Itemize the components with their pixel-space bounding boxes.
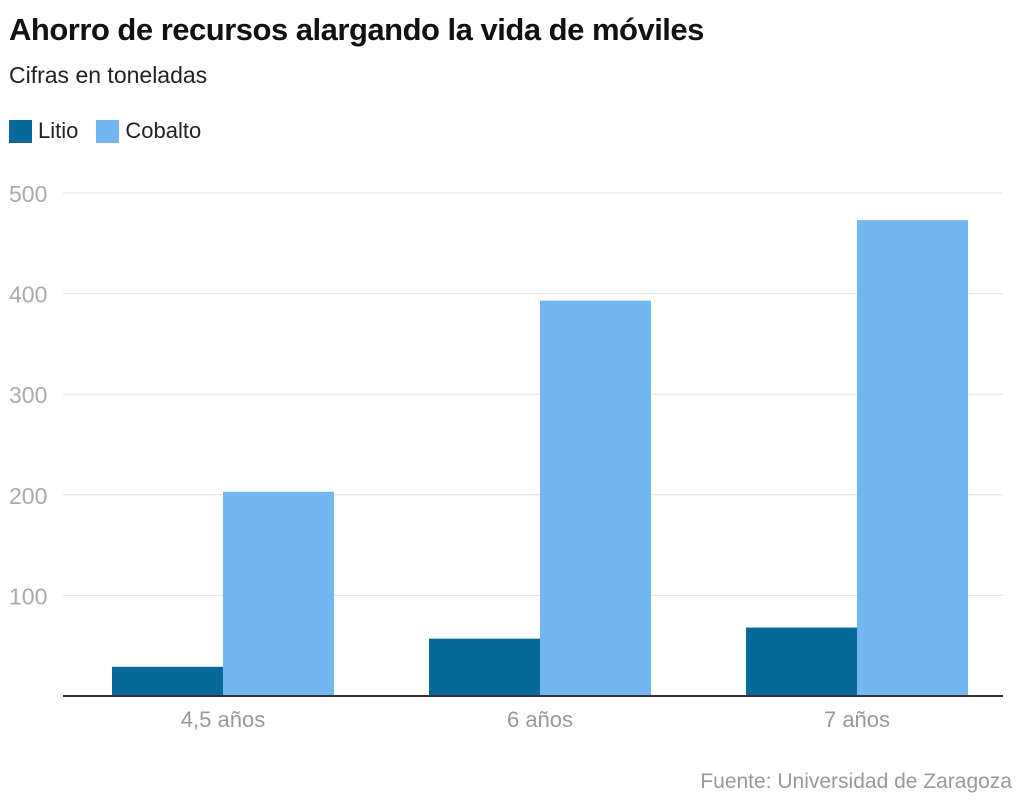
chart-subtitle: Cifras en toneladas — [9, 62, 208, 88]
bar-cobalto — [540, 300, 651, 696]
y-tick-label: 300 — [9, 382, 47, 408]
chart-title: Ahorro de recursos alargando la vida de … — [9, 12, 704, 47]
legend-label: Litio — [38, 118, 79, 143]
legend-label: Cobalto — [125, 118, 202, 143]
bar-litio — [746, 627, 857, 696]
legend-swatch-cobalto — [96, 119, 120, 143]
legend: Litio Cobalto — [9, 118, 201, 144]
bar-litio — [429, 638, 540, 696]
y-tick-label: 500 — [9, 181, 47, 207]
bar-cobalto — [857, 220, 968, 697]
y-tick-label: 200 — [9, 483, 47, 509]
legend-item-litio: Litio — [9, 118, 78, 144]
x-tick-label: 6 años — [507, 707, 573, 732]
y-tick-label: 100 — [9, 583, 47, 609]
legend-swatch-litio — [9, 119, 32, 143]
legend-item-cobalto: Cobalto — [96, 118, 201, 144]
y-tick-label: 400 — [9, 282, 47, 308]
bar-cobalto — [223, 491, 334, 696]
x-tick-label: 4,5 años — [181, 707, 265, 732]
x-tick-label: 7 años — [824, 707, 890, 732]
source-note: Fuente: Universidad de Zaragoza — [700, 770, 1012, 793]
bar-litio — [112, 666, 223, 696]
